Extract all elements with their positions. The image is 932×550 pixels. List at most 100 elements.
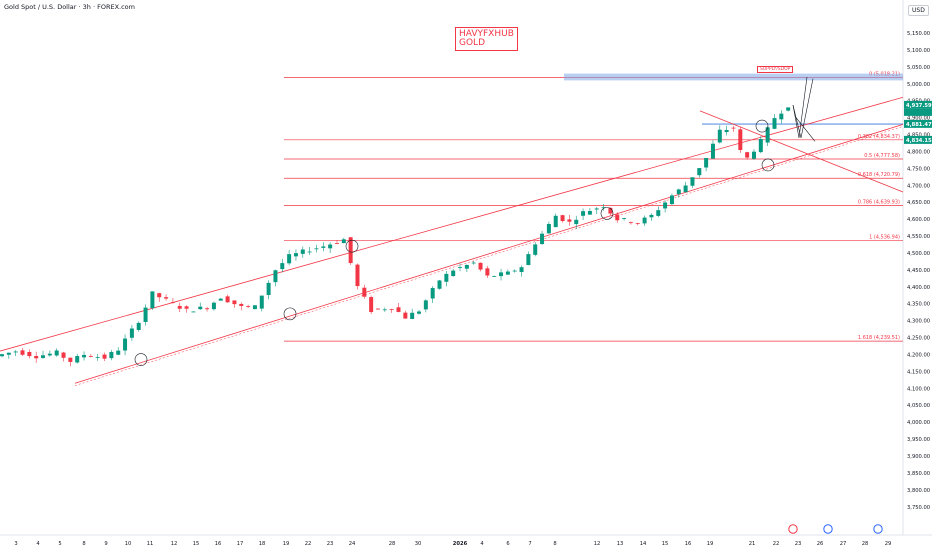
candle-body bbox=[123, 338, 128, 351]
candle-body bbox=[20, 350, 25, 355]
x-tick-label: 2026 bbox=[453, 541, 468, 547]
x-tick-label: 26 bbox=[817, 541, 824, 547]
candle-body bbox=[669, 195, 674, 205]
y-tick-label: 3,950.00 bbox=[907, 437, 930, 443]
candle-body bbox=[177, 305, 182, 309]
candle-body bbox=[362, 287, 367, 297]
x-tick-label: 21 bbox=[749, 541, 756, 547]
candle-body bbox=[505, 271, 510, 275]
flag-us-icon bbox=[823, 524, 833, 534]
candle-body bbox=[116, 350, 121, 355]
candle-body bbox=[129, 328, 134, 338]
x-tick-label: 15 bbox=[662, 541, 669, 547]
watermark-line2: GOLD bbox=[459, 38, 486, 48]
touch-circle bbox=[345, 239, 359, 253]
x-tick-label: 12 bbox=[171, 541, 178, 547]
candle-body bbox=[143, 307, 148, 322]
candle-body bbox=[389, 309, 394, 310]
x-tick-label: 23 bbox=[795, 541, 802, 547]
candle-body bbox=[68, 357, 73, 362]
candle-body bbox=[499, 272, 504, 277]
candle-body bbox=[738, 129, 743, 151]
candle-body bbox=[273, 270, 278, 283]
candle-body bbox=[704, 157, 709, 168]
candle-body bbox=[27, 351, 32, 357]
y-tick-label: 4,900.00 bbox=[907, 116, 930, 122]
candle-body bbox=[553, 215, 558, 228]
y-tick-label: 5,000.00 bbox=[907, 82, 930, 88]
x-tick-label: 14 bbox=[640, 541, 647, 547]
y-tick-label: 3,850.00 bbox=[907, 471, 930, 477]
y-tick-label: 4,400.00 bbox=[907, 285, 930, 291]
x-tick-label: 19 bbox=[707, 541, 714, 547]
y-tick-label: 4,800.00 bbox=[907, 149, 930, 155]
x-tick-label: 4 bbox=[480, 541, 484, 547]
candle-body bbox=[403, 312, 408, 319]
y-tick-label: 5,050.00 bbox=[907, 65, 930, 71]
candle-body bbox=[218, 298, 223, 301]
candle-body bbox=[444, 273, 449, 282]
x-tick-label: 6 bbox=[506, 541, 509, 547]
candle-body bbox=[676, 189, 681, 195]
y-tick-label: 4,750.00 bbox=[907, 166, 930, 172]
y-tick-label: 4,000.00 bbox=[907, 420, 930, 426]
x-tick-label: 27 bbox=[840, 541, 847, 547]
y-tick-label: 4,050.00 bbox=[907, 403, 930, 409]
x-tick-label: 30 bbox=[415, 541, 422, 547]
candle-body bbox=[622, 218, 627, 219]
candle-body bbox=[75, 356, 80, 363]
supply-zone-label: SUPPLY/SDOP bbox=[757, 66, 794, 73]
descending-trend-line bbox=[699, 110, 904, 193]
symbol-title: Gold Spot / U.S. Dollar · 3h · FOREX.com bbox=[4, 3, 135, 11]
y-tick-label: 3,800.00 bbox=[907, 488, 930, 494]
x-tick-label: 22 bbox=[305, 541, 312, 547]
candle-body bbox=[47, 353, 52, 356]
candle-body bbox=[546, 223, 551, 234]
y-tick-label: 4,450.00 bbox=[907, 268, 930, 274]
candle-body bbox=[0, 354, 4, 357]
level-blue-label: 4,881.47 bbox=[906, 122, 932, 128]
candle-body bbox=[731, 127, 736, 129]
x-tick-label: 17 bbox=[237, 541, 244, 547]
candle-body bbox=[170, 302, 175, 303]
candle-body bbox=[581, 211, 586, 216]
y-tick-label: 4,100.00 bbox=[907, 386, 930, 392]
y-tick-label: 4,300.00 bbox=[907, 319, 930, 325]
x-tick-label: 5 bbox=[58, 541, 61, 547]
candle-body bbox=[328, 244, 333, 249]
candle-body bbox=[492, 276, 497, 277]
candle-body bbox=[266, 282, 271, 295]
x-tick-label: 12 bbox=[594, 541, 601, 547]
candle-body bbox=[786, 107, 791, 111]
flag-us-icon bbox=[788, 524, 798, 534]
candle-body bbox=[314, 248, 319, 250]
candle-body bbox=[321, 246, 326, 248]
current-price-label: 4,937.59 bbox=[906, 103, 932, 109]
candle-body bbox=[334, 243, 339, 244]
candle-body bbox=[287, 254, 292, 264]
candle-body bbox=[13, 351, 18, 353]
x-tick-label: 22 bbox=[773, 541, 780, 547]
y-tick-label: 4,850.00 bbox=[907, 133, 930, 139]
candle-body bbox=[307, 251, 312, 253]
candle-body bbox=[252, 305, 257, 310]
x-tick-label: 18 bbox=[259, 541, 266, 547]
y-tick-label: 4,650.00 bbox=[907, 200, 930, 206]
channel-lower-line bbox=[74, 123, 904, 384]
candle-body bbox=[608, 207, 613, 214]
candle-body bbox=[458, 267, 463, 268]
candle-body bbox=[225, 296, 230, 303]
fib-level-label: 1 (4,536.94) bbox=[869, 234, 900, 240]
y-tick-label: 4,150.00 bbox=[907, 369, 930, 375]
candle-body bbox=[382, 309, 387, 311]
y-tick-label: 5,100.00 bbox=[907, 48, 930, 54]
candle-body bbox=[560, 215, 565, 222]
x-tick-label: 8 bbox=[553, 541, 556, 547]
candle-body bbox=[772, 118, 777, 129]
fib-level-label: 0.786 (4,639.93) bbox=[858, 200, 900, 206]
currency-button[interactable]: USD bbox=[908, 5, 929, 16]
candle-body bbox=[280, 263, 285, 270]
fib-level-label: 0.618 (4,720.79) bbox=[858, 172, 900, 178]
